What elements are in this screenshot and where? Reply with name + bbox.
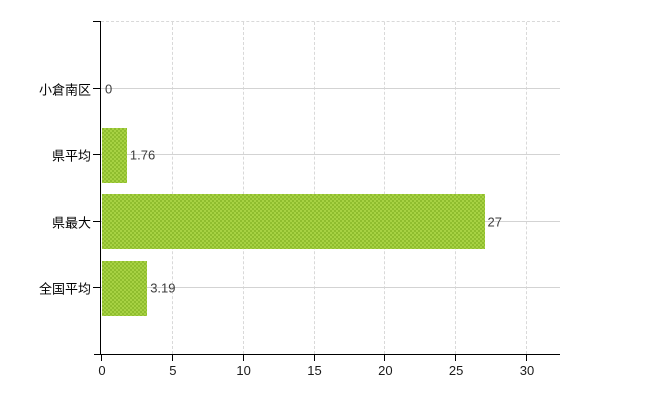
x-tick-1: [171, 355, 173, 361]
gridline-vertical: [313, 22, 315, 354]
x-axis: [94, 354, 560, 355]
bar-2: [102, 194, 485, 250]
x-tick-label-6: 30: [519, 363, 535, 378]
bar-3: [102, 260, 147, 316]
gridline-vertical: [384, 22, 386, 354]
x-tick-label-5: 25: [448, 363, 464, 378]
plot-top-border: [101, 21, 560, 22]
x-tick-4: [384, 355, 386, 361]
y-tick-3: [93, 287, 100, 289]
gridline-vertical: [171, 22, 173, 354]
gridline-vertical: [455, 22, 457, 354]
x-tick-3: [313, 355, 315, 361]
value-label-3: 3.19: [150, 280, 176, 296]
category-label-0: 小倉南区: [38, 82, 91, 98]
x-tick-label-1: 5: [169, 363, 177, 378]
category-label-2: 県最大: [51, 215, 91, 231]
y-axis: [100, 21, 101, 355]
value-label-1: 1.76: [129, 147, 156, 163]
gridline-vertical: [242, 22, 244, 354]
gridline-horizontal: [101, 154, 560, 156]
x-tick-5: [455, 355, 457, 361]
gridline-horizontal: [101, 287, 560, 289]
gridline-vertical: [526, 22, 527, 354]
y-axis-end-tick: [93, 21, 100, 22]
x-tick-label-2: 10: [236, 363, 251, 378]
value-label-2: 27: [487, 214, 502, 230]
x-tick-label-4: 20: [378, 363, 393, 378]
x-tick-0: [101, 355, 102, 361]
y-tick-0: [93, 87, 100, 89]
x-tick-label-0: 0: [98, 363, 106, 378]
x-tick-2: [242, 355, 244, 361]
category-label-3: 全国平均: [38, 281, 91, 297]
bar-1: [102, 127, 127, 183]
y-tick-2: [93, 220, 100, 222]
x-tick-6: [526, 355, 527, 361]
gridline-horizontal: [101, 87, 560, 89]
y-tick-1: [93, 154, 100, 156]
x-tick-label-3: 15: [307, 363, 322, 378]
value-label-0: 0: [105, 81, 113, 97]
category-label-1: 県平均: [51, 148, 91, 164]
